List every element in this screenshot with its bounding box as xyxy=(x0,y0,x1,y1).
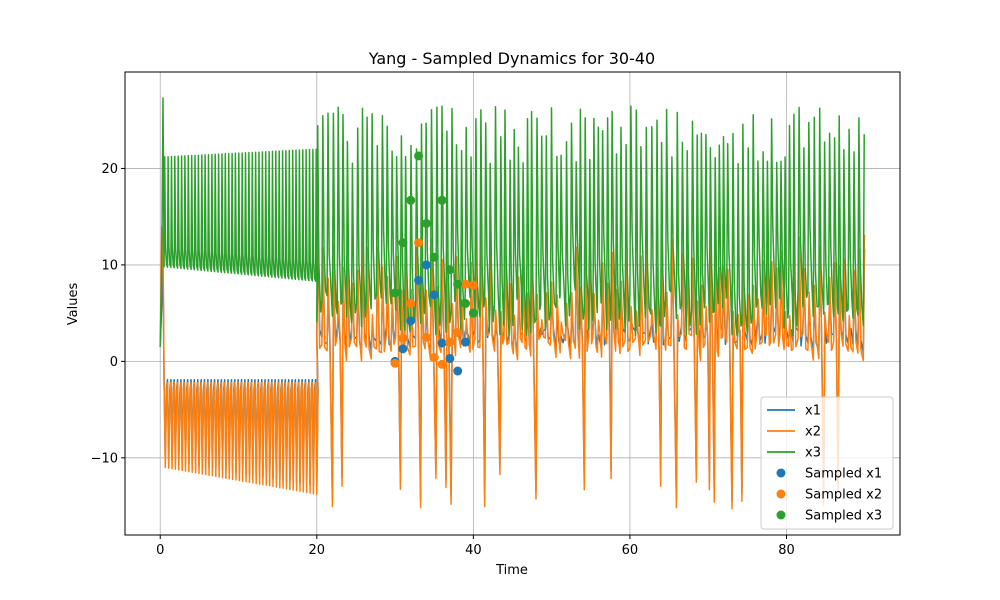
plot-frame xyxy=(124,71,901,536)
scatter-point xyxy=(429,353,439,363)
legend-marker-swatch xyxy=(776,510,786,520)
scatter-point xyxy=(406,316,416,326)
scatter-point xyxy=(453,366,463,376)
x-axis-label: Time xyxy=(495,563,528,578)
scatter-point xyxy=(453,327,463,337)
legend-label: Sampled x1 xyxy=(805,467,882,482)
scatter-point xyxy=(414,238,424,248)
scatter-point xyxy=(406,195,416,205)
x-tick-label: 80 xyxy=(778,543,795,558)
scatter-point xyxy=(429,290,439,300)
x-tick-label: 60 xyxy=(622,543,639,558)
scatter-point xyxy=(414,275,424,285)
scatter-point xyxy=(468,280,478,290)
sampled-points xyxy=(390,151,478,376)
scatter-point xyxy=(398,333,408,343)
scatter-point xyxy=(437,359,447,369)
x-tick-label: 40 xyxy=(465,543,482,558)
legend-label: x1 xyxy=(805,404,821,419)
series-line-x3 xyxy=(159,97,865,347)
scatter-point xyxy=(461,279,471,289)
scatter-point xyxy=(390,358,400,368)
legend-label: x3 xyxy=(805,446,821,461)
y-axis-label: Values xyxy=(66,283,81,326)
legend-label: Sampled x3 xyxy=(805,509,882,524)
scatter-point xyxy=(437,338,447,348)
legend-label: x2 xyxy=(805,425,821,440)
scatter-point xyxy=(406,299,416,308)
scatter-point xyxy=(398,344,408,354)
y-tick-label: 0 xyxy=(110,355,118,370)
scatter-point xyxy=(468,308,478,318)
x-tick-label: 20 xyxy=(309,543,326,558)
legend-box xyxy=(760,396,894,530)
x-tick-label: 0 xyxy=(156,543,164,558)
scatter-point xyxy=(421,218,431,228)
scatter-point xyxy=(453,279,463,289)
scatter-point xyxy=(414,151,424,161)
plot-area: 0 20 40 60 80 −10 0 10 20 xyxy=(91,71,901,558)
y-tick-label: −10 xyxy=(91,451,118,466)
legend-marker-swatch xyxy=(776,489,786,499)
scatter-point xyxy=(398,238,408,248)
chart-title: Yang - Sampled Dynamics for 30-40 xyxy=(368,49,655,68)
scatter-point xyxy=(445,337,455,347)
scatter-point xyxy=(390,288,400,298)
legend-marker-swatch xyxy=(776,468,786,478)
legend-label: Sampled x2 xyxy=(805,488,882,503)
scatter-point xyxy=(445,265,455,275)
axis-ticks: 0 20 40 60 80 −10 0 10 20 xyxy=(91,162,795,558)
scatter-point xyxy=(461,299,471,308)
scatter-point xyxy=(421,332,431,342)
legend: x1 x2 x3 Sampled x1 Sampled x2 Sampled x3 xyxy=(760,396,894,530)
y-tick-label: 20 xyxy=(101,162,118,177)
scatter-point xyxy=(461,337,471,347)
series-line-x2 xyxy=(159,225,866,510)
scatter-point xyxy=(437,195,447,205)
scatter-point xyxy=(429,252,439,262)
y-tick-label: 10 xyxy=(101,258,118,273)
scatter-point xyxy=(421,260,431,270)
scatter-point xyxy=(445,353,455,363)
series-lines xyxy=(159,97,866,510)
